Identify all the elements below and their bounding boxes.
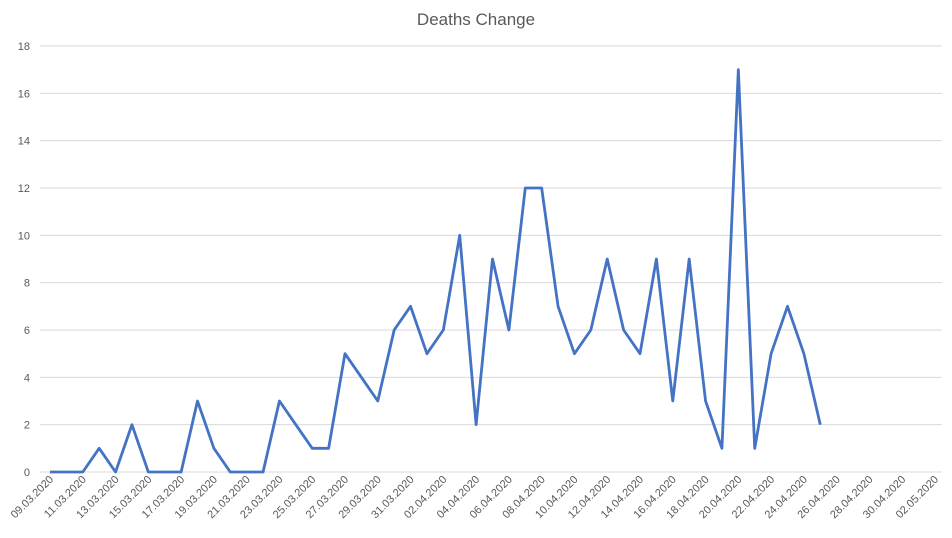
line-series (50, 68, 822, 474)
y-tick-label: 14 (18, 136, 30, 148)
y-tick-label: 0 (24, 467, 30, 479)
y-tick-label: 18 (18, 41, 30, 53)
y-tick-label: 2 (24, 420, 30, 432)
y-tick-label: 4 (24, 372, 30, 384)
y-tick-label: 8 (24, 278, 30, 290)
y-tick-label: 12 (18, 183, 30, 195)
y-tick-label: 16 (18, 88, 30, 100)
chart-title: Deaths Change (417, 10, 535, 29)
y-tick-label: 6 (24, 325, 30, 337)
y-tick-label: 10 (18, 230, 30, 242)
